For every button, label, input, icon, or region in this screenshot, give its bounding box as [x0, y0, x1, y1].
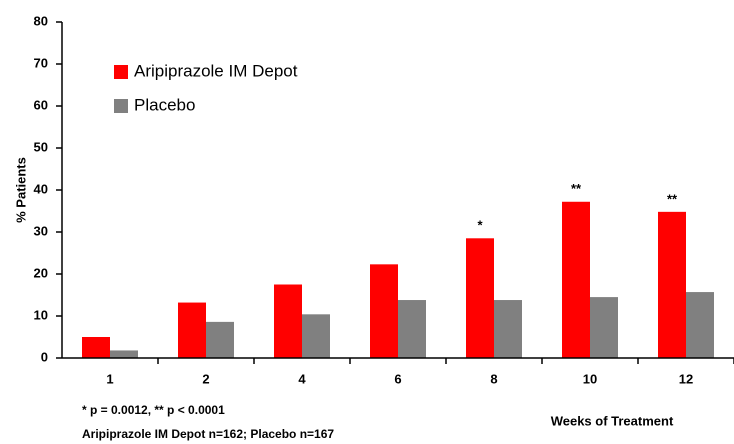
legend-swatch	[114, 99, 128, 113]
x-axis-label: Weeks of Treatment	[551, 413, 674, 428]
footnote: * p = 0.0012, ** p < 0.0001	[82, 403, 225, 417]
legend-swatch	[114, 65, 128, 79]
y-tick-label: 60	[34, 97, 48, 112]
x-tick-label: 10	[583, 371, 597, 386]
y-tick-label: 70	[34, 55, 48, 70]
y-tick-label: 30	[34, 223, 48, 238]
significance-label: **	[667, 191, 678, 206]
bar	[590, 297, 618, 358]
y-tick-label: 20	[34, 265, 48, 280]
bar	[658, 211, 686, 358]
bar	[686, 292, 714, 358]
bar	[178, 302, 206, 358]
bar	[82, 337, 110, 358]
bar	[302, 314, 330, 358]
bar	[370, 264, 398, 358]
significance-label: *	[477, 218, 483, 233]
y-tick-label: 0	[41, 349, 48, 364]
x-tick-label: 1	[106, 371, 113, 386]
x-tick-label: 12	[679, 371, 693, 386]
x-tick-label: 2	[202, 371, 209, 386]
bar	[562, 201, 590, 358]
bar	[206, 321, 234, 358]
bar	[274, 284, 302, 358]
bar	[494, 300, 522, 358]
x-tick-label: 4	[298, 371, 306, 386]
y-tick-label: 80	[34, 13, 48, 28]
bar	[398, 300, 426, 358]
y-tick-label: 10	[34, 307, 48, 322]
x-tick-label: 6	[394, 371, 401, 386]
footnote: Aripiprazole IM Depot n=162; Placebo n=1…	[82, 427, 334, 441]
legend-label: Aripiprazole IM Depot	[134, 61, 298, 80]
significance-label: **	[571, 181, 582, 196]
legend-label: Placebo	[134, 95, 195, 114]
y-tick-label: 50	[34, 139, 48, 154]
y-axis-label: % Patients	[13, 157, 28, 223]
bar	[466, 238, 494, 358]
x-tick-label: 8	[490, 371, 497, 386]
y-tick-label: 40	[34, 181, 48, 196]
bar	[110, 350, 138, 358]
